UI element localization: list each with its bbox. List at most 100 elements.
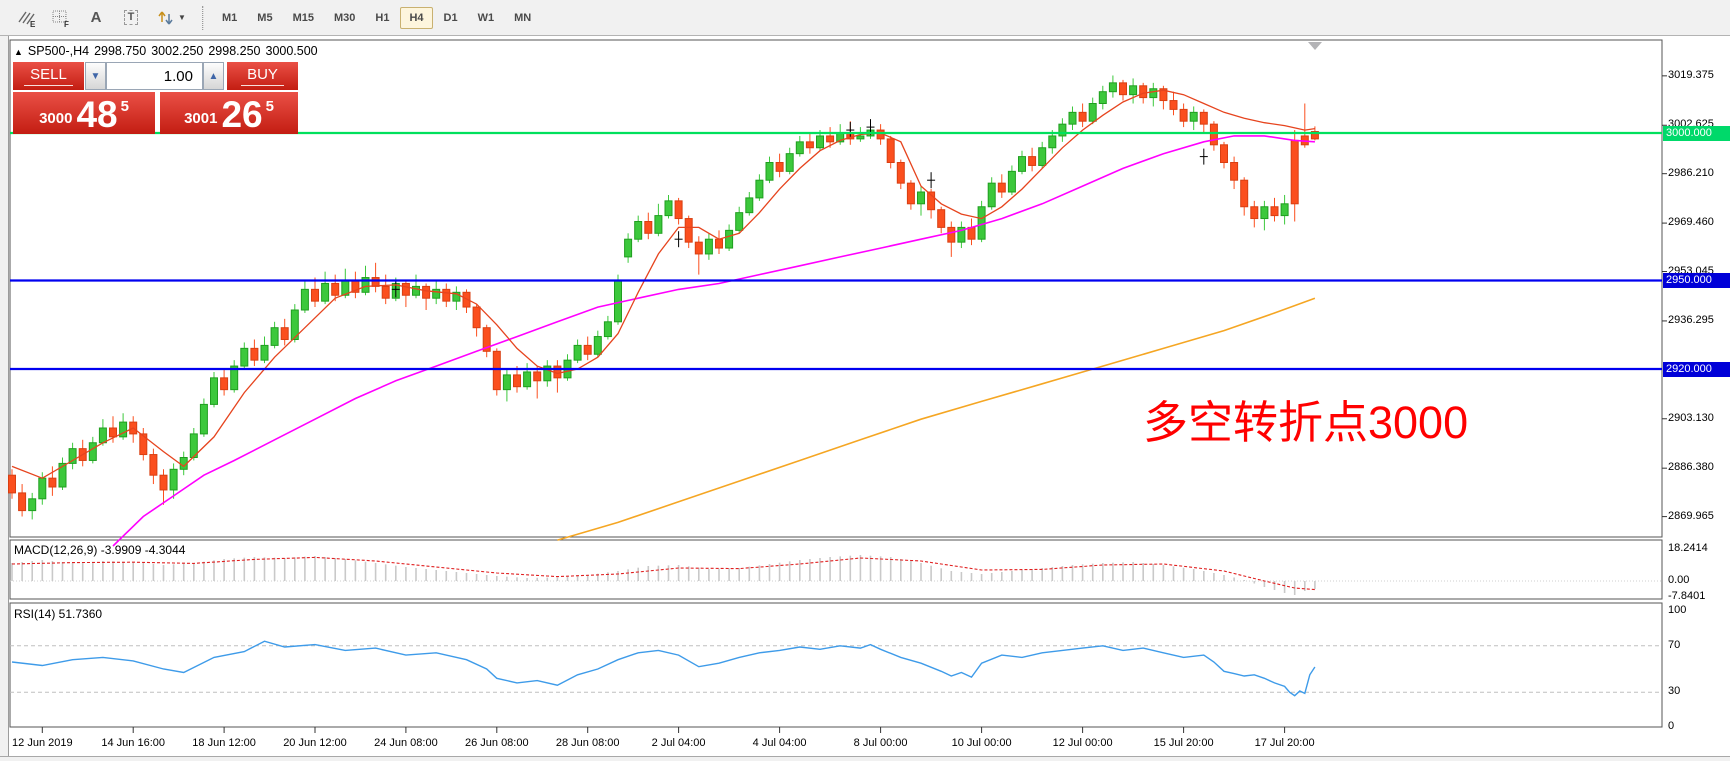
ask-price-panel[interactable]: 3001 26 5: [160, 92, 298, 134]
candle-body: [533, 371, 542, 382]
date-axis-label: 20 Jun 12:00: [283, 737, 347, 749]
bid-big-figure: 3000: [39, 110, 73, 127]
candle-body: [664, 200, 673, 217]
candle-body: [856, 135, 865, 140]
date-axis-label: 18 Jun 12:00: [192, 737, 256, 749]
candle-body: [28, 498, 37, 512]
symbol-expand-icon: ▲: [14, 47, 23, 57]
main-pane-border: [9, 39, 1663, 538]
sell-button[interactable]: SELL: [13, 62, 84, 90]
candle-body: [1149, 88, 1158, 99]
volume-decrease-button[interactable]: ▼: [85, 62, 106, 90]
candle-body: [1129, 85, 1138, 96]
chart-text-annotation: 多空转折点3000: [1143, 397, 1469, 448]
candle-body: [785, 153, 794, 172]
candle-body: [300, 288, 309, 311]
textbox-tool-button[interactable]: T: [115, 4, 147, 32]
timeframe-w1[interactable]: W1: [477, 11, 495, 24]
candle-body: [947, 226, 956, 243]
bid-points: 48: [76, 93, 118, 135]
timeframe-m1[interactable]: M1: [222, 11, 238, 24]
date-axis-label: 26 Jun 08:00: [464, 737, 529, 749]
timeframe-d1[interactable]: D1: [443, 11, 458, 24]
rsi-line: [11, 640, 1316, 697]
candle-body: [1250, 206, 1259, 220]
timeframe-h4[interactable]: H4: [400, 6, 433, 29]
bid-price-panel[interactable]: 3000 48 5: [13, 92, 155, 134]
bid-pip-fraction: 5: [120, 98, 129, 115]
candle-body: [573, 344, 582, 361]
candle-body: [523, 371, 532, 388]
candle-body: [48, 477, 57, 488]
date-axis-label: 10 Jul 00:00: [951, 737, 1012, 749]
candle-body: [765, 162, 774, 181]
text-label-tool-button[interactable]: A: [80, 4, 112, 32]
candle-body: [967, 226, 976, 240]
text-a-icon: A: [90, 9, 102, 26]
candle-body: [775, 162, 784, 172]
candle-body: [422, 285, 431, 299]
pattern-e-icon: E: [18, 11, 36, 27]
candle-body: [361, 277, 370, 293]
price-axis-label: 2986.210: [1668, 166, 1714, 179]
date-axis-label: 12 Jun 2019: [12, 737, 73, 749]
timeframe-m30[interactable]: M30: [333, 11, 356, 24]
candle-body: [1068, 111, 1077, 125]
candle-body: [210, 377, 218, 405]
candle-body: [704, 238, 713, 255]
candle-body: [715, 238, 723, 249]
candle-body: [1007, 170, 1016, 193]
price-axis-label: 3019.375: [1668, 68, 1714, 81]
volume-increase-button[interactable]: ▲: [203, 62, 224, 90]
candle-body: [482, 327, 491, 352]
candle-body: [755, 179, 764, 199]
candle-body: [321, 282, 330, 302]
candle-body: [987, 182, 996, 208]
candle-body: [159, 474, 168, 491]
candle-body: [98, 427, 107, 444]
candle-body: [816, 135, 824, 149]
candle-body: [1048, 135, 1057, 149]
candle-body: [1270, 206, 1279, 217]
candle-body: [917, 191, 925, 205]
candle-body: [1220, 144, 1228, 164]
candle-body: [502, 374, 511, 391]
chart-low: 2998.250: [208, 44, 261, 58]
candle-body: [371, 277, 380, 287]
ask-points: 26: [221, 93, 263, 135]
candle-body: [381, 285, 390, 299]
date-axis-label: 24 Jun 08:00: [374, 737, 438, 749]
candle-body: [220, 377, 229, 391]
chart-open: 2998.750: [94, 44, 147, 58]
candle-body: [8, 474, 16, 494]
pattern-e-tool-button[interactable]: E: [10, 4, 42, 32]
grid-f-tool-button[interactable]: F: [45, 4, 77, 32]
candle-body: [644, 221, 653, 234]
candle-body: [735, 212, 744, 231]
timeframe-m5[interactable]: M5: [257, 11, 273, 24]
candle-body: [937, 209, 946, 228]
candle-body: [543, 365, 552, 382]
timeframe-m15[interactable]: M15: [292, 11, 314, 24]
candle-body: [896, 162, 905, 184]
arrows-style-tool-button[interactable]: ▼: [150, 4, 192, 32]
candle-body: [260, 344, 269, 361]
candle-body: [68, 448, 77, 464]
candle-body: [442, 288, 451, 302]
timeframe-mn[interactable]: MN: [514, 11, 532, 24]
timeframe-h1[interactable]: H1: [375, 11, 390, 24]
candle-body: [1169, 100, 1178, 110]
chart-plot-area[interactable]: [0, 36, 1730, 760]
buy-button[interactable]: BUY: [227, 62, 298, 90]
candle-body: [1108, 82, 1117, 93]
ask-pip-fraction: 5: [265, 98, 274, 115]
price-axis-label: 2886.380: [1668, 461, 1714, 474]
date-axis-label: 4 Jul 04:00: [752, 737, 807, 749]
candle-body: [674, 200, 683, 220]
sell-label: SELL: [24, 66, 73, 86]
candle-body: [1098, 91, 1107, 105]
candle-body: [694, 241, 703, 255]
volume-input[interactable]: [106, 62, 203, 90]
ma-fast-line: [11, 89, 1315, 479]
candle-body: [169, 468, 178, 491]
